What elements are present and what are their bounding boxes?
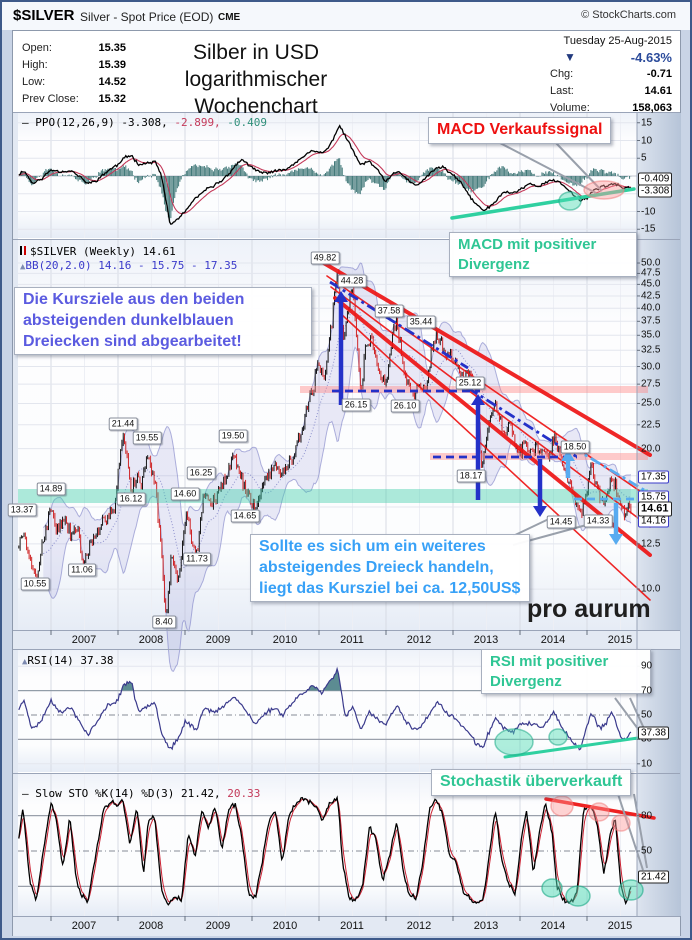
stockcharts-page: $SILVER Silver - Spot Price (EOD) CME © …: [0, 0, 692, 940]
chart-canvas: [2, 2, 690, 936]
